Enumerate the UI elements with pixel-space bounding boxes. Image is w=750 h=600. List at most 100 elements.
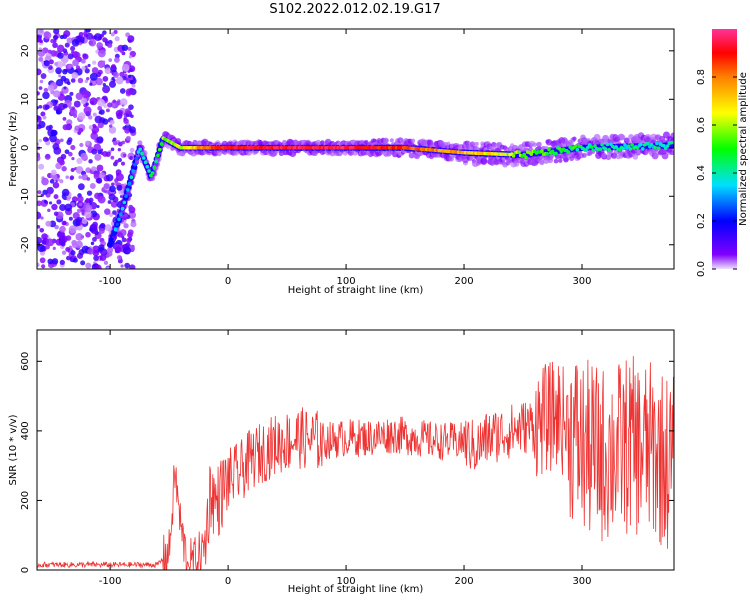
spectrogram-noise-cell [98, 227, 105, 234]
spectrogram-noise-cell [63, 86, 67, 90]
spectrogram-ridge-cell [511, 154, 516, 158]
spectrogram-noise-cell [70, 78, 76, 83]
spectrogram-noise-cell [113, 29, 118, 35]
spectrogram-noise-cell [84, 79, 89, 84]
spectrogram-noise-cell [112, 78, 116, 82]
spectrogram-noise-cell [40, 216, 44, 220]
spectrogram-noise-cell [54, 62, 59, 66]
spectrogram-noise-cell [37, 262, 40, 268]
spectrogram-noise-cell [45, 220, 52, 227]
spectrogram-halo-cell [480, 158, 488, 165]
spectrogram-ytick-label: 0 [20, 145, 31, 151]
spectrogram-noise-cell [106, 174, 114, 182]
spectrogram-noise-cell [128, 126, 136, 134]
spectrogram-halo-cell [532, 142, 538, 147]
spectrogram-noise-cell [47, 49, 52, 54]
spectrogram-noise-cell [119, 71, 125, 77]
spectrogram-noise-cell [53, 29, 60, 35]
spectrogram-ytick-label: 10 [20, 93, 31, 106]
spectrogram-noise-cell [61, 188, 70, 197]
spectrogram-noise-cell [72, 59, 79, 67]
spectrogram-noise-cell [88, 125, 94, 130]
spectrogram-noise-cell [115, 76, 124, 85]
spectrogram-noise-cell [110, 64, 117, 70]
spectrogram-noise-cell [37, 91, 40, 96]
spectrogram-noise-cell [37, 190, 42, 195]
spectrogram-ridge-cell [566, 150, 571, 154]
spectrogram-ridge-cell [117, 217, 121, 222]
spectrogram-noise-cell [110, 147, 115, 152]
spectrogram-noise-cell [59, 259, 65, 266]
spectrogram-noise-cell [50, 129, 57, 137]
spectrogram-xlabel: Height of straight line (km) [288, 285, 424, 296]
spectrogram-noise-cell [96, 42, 104, 49]
spectrogram-noise-cell [38, 47, 42, 51]
spectrogram-noise-cell [88, 197, 94, 203]
spectrogram-ridge-cell [120, 206, 125, 211]
spectrogram-ridge-cell [554, 151, 558, 156]
spectrogram-noise-cell [92, 249, 100, 257]
spectrogram-noise-cell [70, 144, 76, 151]
spectrogram-noise-cell [115, 109, 123, 117]
spectrogram-noise-cell [84, 68, 90, 74]
spectrogram-noise-cell [68, 151, 73, 157]
spectrogram-noise-cell [59, 161, 63, 165]
spectrogram-noise-cell [97, 149, 102, 155]
spectrogram-halo-cell [474, 145, 480, 152]
spectrogram-ridge-cell [639, 142, 643, 147]
spectrogram-ridge-cell [118, 212, 123, 217]
spectrogram-halo-cell [593, 133, 601, 141]
spectrogram-halo-cell [137, 140, 143, 146]
spectrogram-ridge-cell [140, 151, 144, 156]
spectrogram-noise-cell [77, 77, 84, 84]
spectrogram-noise-cell [52, 42, 58, 49]
spectrogram-ridge-cell [122, 200, 127, 205]
spectrogram-noise-cell [110, 155, 115, 160]
spectrogram-noise-cell [41, 264, 46, 269]
spectrogram-noise-cell [52, 143, 60, 151]
spectrogram-ridge-cell [145, 164, 150, 169]
spectrogram-noise-cell [40, 111, 46, 117]
spectrogram-ridge-cell [573, 144, 578, 149]
spectrogram-noise-cell [56, 44, 65, 53]
spectrogram-ridge-cell [665, 144, 670, 148]
spectrogram-ridge-cell [115, 222, 120, 227]
spectrogram-noise-cell [75, 166, 84, 174]
spectrogram-noise-cell [91, 125, 100, 134]
spectrogram-ylabel: Frequency (Hz) [8, 111, 19, 187]
snr-xtick-label: 0 [225, 576, 231, 587]
spectrogram-noise-cell [41, 60, 45, 65]
spectrogram-noise-cell [62, 62, 66, 67]
colorbar: 0.0 0.2 0.4 0.6 0.8 Normalized spectral ampl… [696, 29, 749, 277]
spectrogram-noise-cell [60, 75, 67, 82]
spectrogram-ridge-cell [143, 160, 148, 165]
spectrogram-xtick-label: 0 [225, 276, 231, 287]
spectrogram-noise-cell [97, 122, 104, 129]
spectrogram-halo-cell [389, 138, 394, 143]
spectrogram-ridge-cell [154, 159, 158, 164]
colorbar-tick-label: 0.2 [696, 213, 707, 229]
spectrogram-noise-cell [71, 242, 78, 249]
spectrogram-noise-cell [114, 57, 120, 63]
spectrogram-ridge-cell [129, 175, 134, 180]
spectrogram-noise-cell [49, 179, 55, 184]
spectrogram-noise-cell [97, 98, 105, 107]
spectrogram-ridge-cell [136, 150, 141, 154]
spectrogram-noise-cell [102, 85, 111, 94]
spectrogram-noise-cell [77, 112, 86, 120]
spectrogram-ridge-cell [113, 227, 118, 232]
spectrogram-noise-cell [122, 153, 127, 157]
spectrogram-noise-cell [86, 177, 91, 181]
spectrogram-noise-cell [78, 42, 82, 46]
spectrogram-noise-cell [71, 39, 80, 47]
spectrogram-noise-cell [59, 179, 64, 184]
spectrogram-ridge-cell [591, 148, 595, 152]
spectrogram-noise-cell [109, 119, 115, 125]
spectrogram-noise-cell [56, 177, 60, 182]
spectrogram-noise-cell [88, 159, 93, 164]
snr-frame [36, 329, 675, 571]
spectrogram-ridge-cell [138, 147, 143, 152]
spectrogram-noise-cell [38, 163, 45, 170]
